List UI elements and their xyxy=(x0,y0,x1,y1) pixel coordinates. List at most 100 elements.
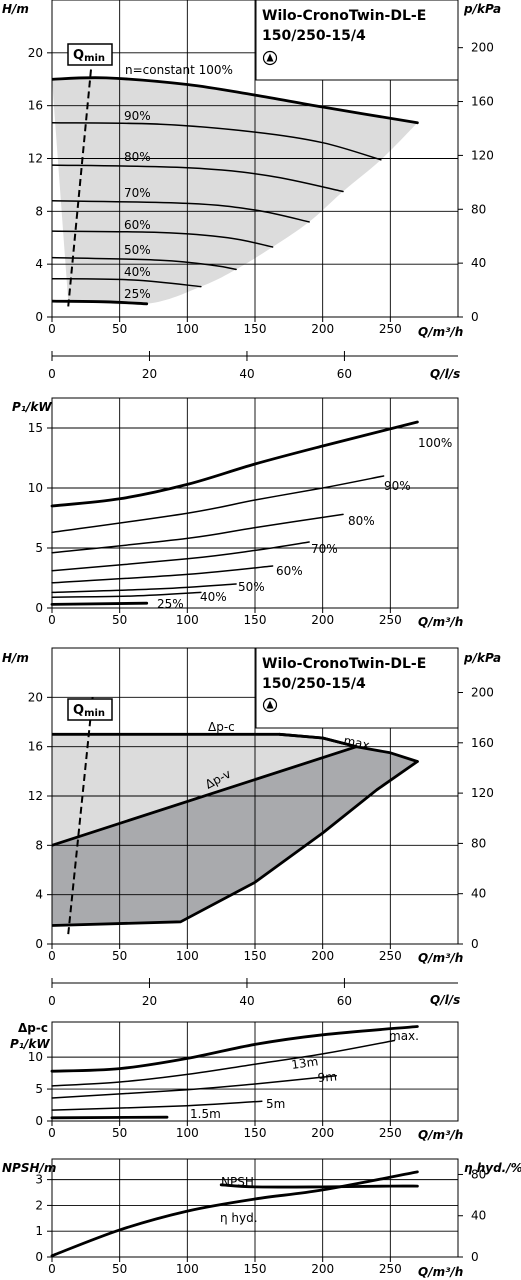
curve-5m xyxy=(51,1100,263,1111)
curve-label-npsh: NPSH xyxy=(221,1175,254,1189)
x-tick-label: 150 xyxy=(244,1126,267,1140)
y2-tick-label: 0 xyxy=(471,937,479,951)
curve-50 xyxy=(51,583,237,594)
y-tick-label: 20 xyxy=(28,690,43,704)
curve-1-5m xyxy=(50,1115,169,1120)
y-tick-label: 16 xyxy=(28,99,43,113)
y-tick-label: 12 xyxy=(28,789,43,803)
x-tick-label: 0 xyxy=(48,949,56,963)
curve-label-40: 40% xyxy=(200,590,227,604)
curve-label-25: 25% xyxy=(124,287,151,301)
qmin-label: Qmin xyxy=(73,48,105,64)
curve-labels: NPSH η hyd. xyxy=(220,1175,258,1225)
curve-max xyxy=(278,732,419,763)
curve-25 xyxy=(50,601,149,606)
curve-label-90: 90% xyxy=(124,109,151,123)
secondary-x-tick-label: 60 xyxy=(337,367,352,381)
y-tick-label: 5 xyxy=(35,541,43,555)
curve-label-5m: 5m xyxy=(266,1097,285,1111)
x-tick-label: 100 xyxy=(176,1262,199,1276)
curve-set xyxy=(52,76,419,306)
y-axis-title: P₁/kW xyxy=(12,400,52,414)
curve-set xyxy=(52,732,419,927)
secondary-x-tick-label: 40 xyxy=(239,994,254,1008)
curve-90 xyxy=(52,122,382,161)
pump-triangle-icon xyxy=(262,50,278,66)
chart-grid xyxy=(52,398,458,608)
curve-50 xyxy=(52,256,237,271)
x-tick-label: 100 xyxy=(176,949,199,963)
y2-tick-label: 0 xyxy=(471,1250,479,1264)
product-title-box: Wilo-CronoTwin-DL-E 150/250-15/4 xyxy=(255,0,459,81)
x-tick-label: 50 xyxy=(112,1262,127,1276)
x-tick-label: 0 xyxy=(48,322,56,336)
x-tick-label: 250 xyxy=(379,1262,402,1276)
secondary-x-axis-title: Q/l/s xyxy=(430,993,460,1007)
y-tick-label: 0 xyxy=(35,1250,43,1264)
secondary-x-tick-label: 20 xyxy=(142,994,157,1008)
x-tick-label: 0 xyxy=(48,1262,56,1276)
x-tick-label: 50 xyxy=(112,1126,127,1140)
secondary-x-tick-label: 40 xyxy=(239,367,254,381)
curve-labels: n=constant 100% 90% 80% 70% 60% 50% 40% 25% xyxy=(124,63,233,301)
x-tick-label: 100 xyxy=(176,1126,199,1140)
x-tick-label: 150 xyxy=(244,322,267,336)
x-tick-label: 50 xyxy=(112,949,127,963)
y2-tick-label: 200 xyxy=(471,41,494,55)
curve-13m xyxy=(51,1039,396,1087)
head-curve-speed-panel: n=constant 100% 90% 80% 70% 60% 50% 40% 25% 0 50… xyxy=(2,0,501,381)
x-axis-title: Q/m³/h xyxy=(418,1128,463,1142)
y2-tick-label: 160 xyxy=(471,95,494,109)
x-tick-label: 250 xyxy=(379,1126,402,1140)
curve-label-80: 80% xyxy=(348,514,375,528)
qmin-line xyxy=(67,52,94,307)
y2-axis-title: p/kPa xyxy=(463,2,501,16)
x-tick-label: 250 xyxy=(379,322,402,336)
y-tick-label: 8 xyxy=(35,204,43,218)
curve-set xyxy=(50,1170,419,1258)
y-tick-label: 16 xyxy=(28,740,43,754)
x-tick-label: 100 xyxy=(176,322,199,336)
secondary-x-tick-label: 0 xyxy=(48,367,56,381)
curve-label-70: 70% xyxy=(311,542,338,556)
qmin-marker: Qmin xyxy=(67,43,113,307)
curve-label-80: 80% xyxy=(124,150,151,164)
curve-npsh xyxy=(219,1183,419,1189)
curve-label-max: max. xyxy=(389,1029,419,1043)
curve-9m xyxy=(51,1074,337,1099)
x-tick-label: 0 xyxy=(48,1126,56,1140)
product-name: Wilo-CronoTwin-DL-E xyxy=(262,656,426,672)
x-tick-label: 150 xyxy=(244,1262,267,1276)
y-tick-label: 2 xyxy=(35,1198,43,1212)
curve-70 xyxy=(51,541,310,572)
y-tick-label: 0 xyxy=(35,1114,43,1128)
secondary-x-axis-title: Q/l/s xyxy=(430,367,460,381)
curve-label-70: 70% xyxy=(124,186,151,200)
curve-40 xyxy=(51,591,202,598)
curve-25 xyxy=(52,299,149,306)
y2-tick-label: 80 xyxy=(471,836,486,850)
secondary-x-tick-label: 20 xyxy=(142,367,157,381)
y2-axis-title: η hyd./% xyxy=(464,1161,521,1175)
y-axis-title-control: Δp-c xyxy=(18,1021,48,1035)
curve-80 xyxy=(52,164,344,193)
curve-labels: 100% 90% 80% 70% 60% 50% 40% 25% xyxy=(157,436,452,611)
curve-70 xyxy=(52,200,310,223)
y2-axis-title: p/kPa xyxy=(463,651,501,665)
x-axis-title: Q/m³/h xyxy=(418,1265,463,1279)
y2-tick-label: 0 xyxy=(471,310,479,324)
y2-tick-label: 80 xyxy=(471,1167,486,1181)
y-tick-label: 4 xyxy=(35,257,43,271)
y-tick-label: 15 xyxy=(28,421,43,435)
curve-60 xyxy=(52,230,274,248)
curve-label-hyd: η hyd. xyxy=(220,1211,258,1225)
curve-label-1-5m: 1.5m xyxy=(190,1107,221,1121)
y2-tick-label: 40 xyxy=(471,1209,486,1223)
y-axis-title: H/m xyxy=(2,651,29,665)
curve-label-n-constant-100: n=constant 100% xyxy=(125,63,233,77)
